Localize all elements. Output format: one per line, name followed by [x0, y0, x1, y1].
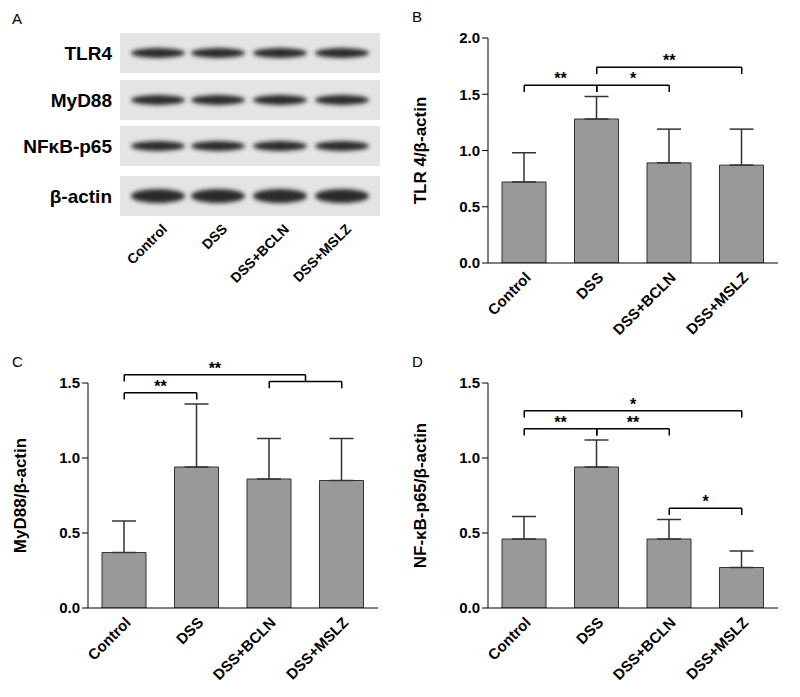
svg-text:Control: Control	[484, 269, 534, 319]
svg-text:*: *	[630, 70, 637, 87]
svg-text:0.0: 0.0	[459, 599, 480, 616]
svg-text:1.0: 1.0	[59, 449, 80, 466]
svg-text:DSS+MSLZ: DSS+MSLZ	[290, 220, 355, 285]
svg-text:**: **	[209, 360, 222, 377]
svg-text:**: **	[627, 414, 640, 431]
svg-text:**: **	[663, 52, 676, 69]
svg-text:DSS+BCLN: DSS+BCLN	[609, 614, 678, 683]
svg-text:1.5: 1.5	[459, 86, 480, 103]
html-text:B: B	[412, 8, 422, 25]
svg-text:DSS: DSS	[573, 269, 607, 303]
svg-text:**: **	[554, 414, 567, 431]
html-text:D: D	[412, 353, 423, 370]
svg-text:1.5: 1.5	[459, 374, 480, 391]
svg-text:NFκB-p65: NFκB-p65	[23, 136, 112, 157]
svg-text:DSS+MSLZ: DSS+MSLZ	[683, 269, 752, 338]
svg-text:DSS+MSLZ: DSS+MSLZ	[683, 614, 752, 683]
svg-text:MyD88/β-actin: MyD88/β-actin	[11, 438, 30, 553]
svg-text:*: *	[630, 396, 637, 413]
svg-text:0.5: 0.5	[459, 198, 480, 215]
svg-text:1.0: 1.0	[459, 142, 480, 159]
svg-text:DSS+BCLN: DSS+BCLN	[227, 221, 292, 286]
svg-text:Control: Control	[124, 221, 171, 268]
svg-text:1.0: 1.0	[459, 449, 480, 466]
svg-text:0.0: 0.0	[59, 599, 80, 616]
svg-text:0.5: 0.5	[59, 524, 80, 541]
svg-text:DSS: DSS	[173, 614, 207, 648]
svg-text:*: *	[702, 493, 709, 510]
svg-text:Control: Control	[84, 614, 134, 664]
svg-text:TLR 4/β-actin: TLR 4/β-actin	[411, 97, 430, 205]
svg-text:1.5: 1.5	[59, 374, 80, 391]
svg-text:β-actin: β-actin	[50, 186, 112, 207]
svg-text:DSS+BCLN: DSS+BCLN	[209, 614, 278, 683]
svg-text:0.0: 0.0	[459, 254, 480, 271]
svg-text:MyD88: MyD88	[51, 90, 112, 111]
svg-text:A: A	[12, 10, 22, 27]
svg-text:**: **	[154, 378, 167, 395]
svg-text:DSS: DSS	[198, 221, 230, 253]
svg-text:NF-κB-p65/β-actin: NF-κB-p65/β-actin	[411, 423, 430, 568]
svg-text:**: **	[554, 70, 567, 87]
svg-text:Control: Control	[484, 614, 534, 664]
svg-text:2.0: 2.0	[459, 29, 480, 46]
svg-text:DSS+BCLN: DSS+BCLN	[609, 269, 678, 338]
svg-text:TLR4: TLR4	[65, 43, 113, 64]
svg-text:DSS: DSS	[573, 614, 607, 648]
svg-text:DSS+MSLZ: DSS+MSLZ	[283, 614, 352, 683]
html-text:C: C	[12, 353, 23, 370]
svg-text:0.5: 0.5	[459, 524, 480, 541]
